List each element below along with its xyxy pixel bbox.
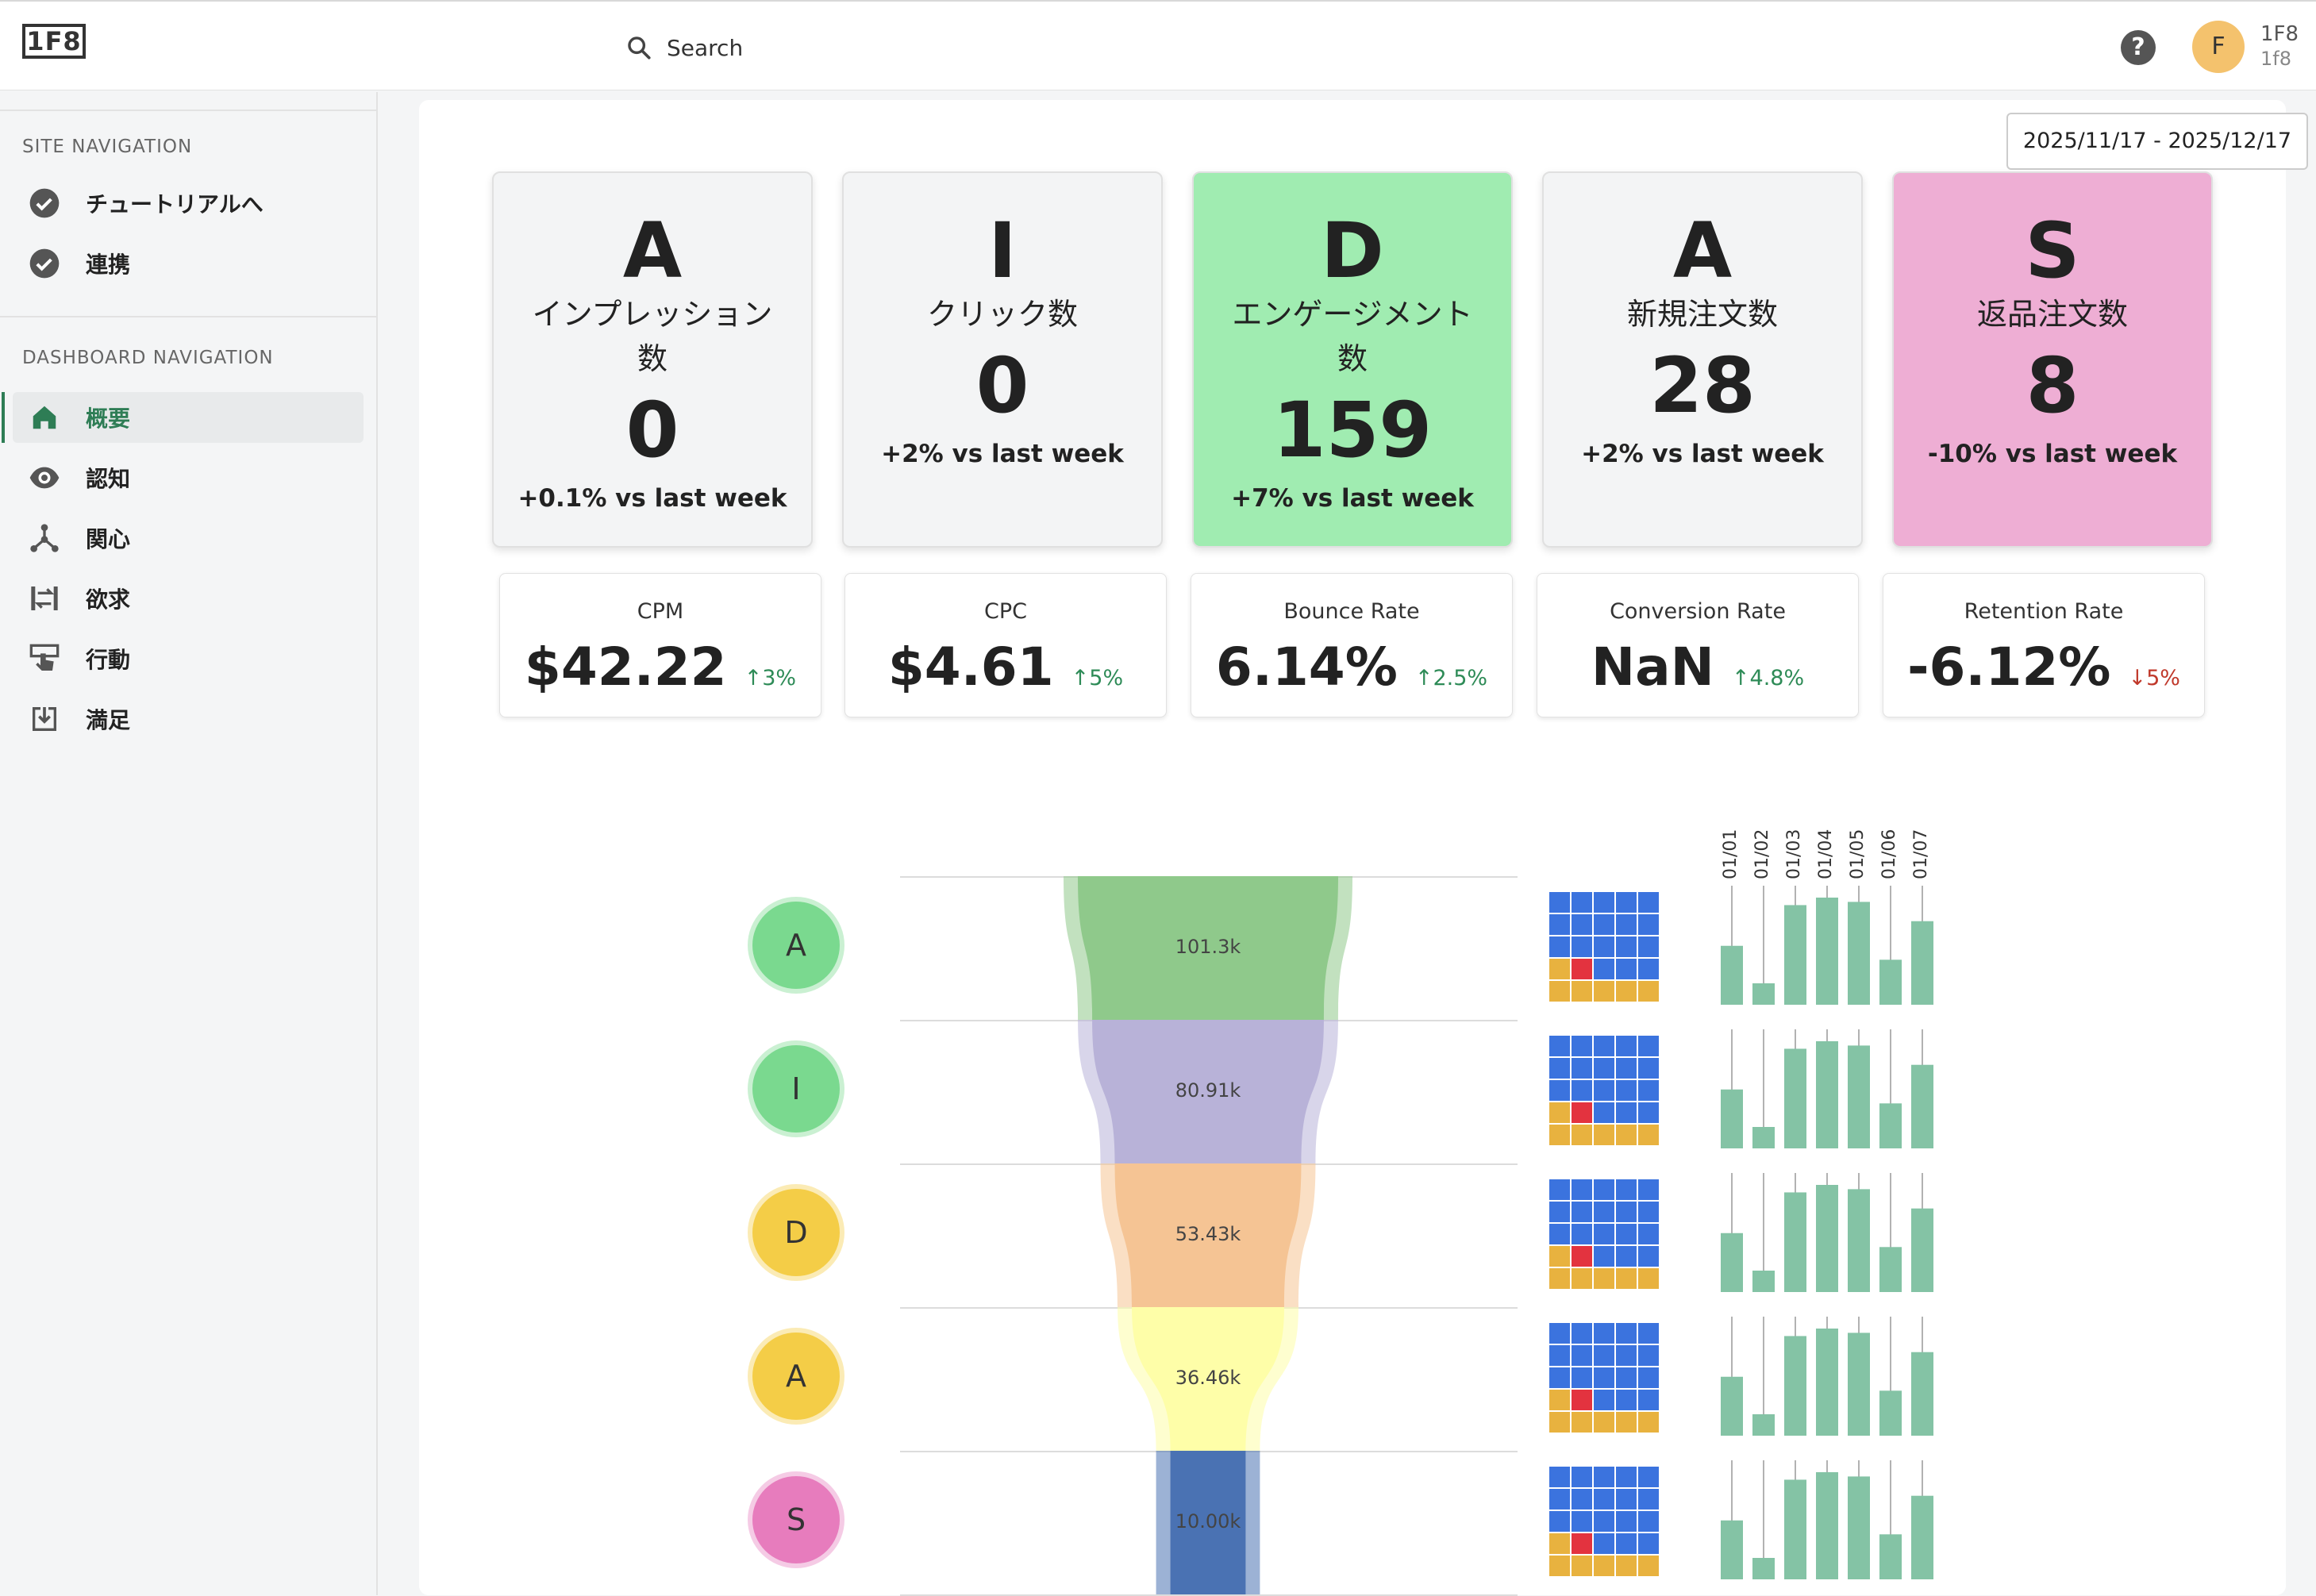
user-name: 1F8 [2260, 22, 2299, 46]
metric-value: $4.61 [887, 636, 1054, 698]
score-value: 159 [1272, 386, 1433, 475]
metric-label: Conversion Rate [1610, 599, 1786, 624]
sidebar-item-interest[interactable]: 関心 [13, 513, 364, 563]
score-value: 0 [625, 386, 679, 475]
app-logo[interactable]: 1F8 [22, 24, 86, 59]
sidebar-item-label: チュートリアルへ [86, 191, 264, 217]
sidebar-item-desire[interactable]: 欲求 [13, 573, 364, 624]
search-bar[interactable]: Search [625, 30, 743, 65]
sidebar-item-label: 連携 [86, 252, 131, 278]
metric-label: CPM [637, 599, 684, 624]
home-icon [29, 402, 60, 433]
metric-change: ↑5% [1071, 666, 1124, 690]
metric-value: NaN [1591, 636, 1714, 698]
metric-value: $42.22 [524, 636, 727, 698]
metric-card-cpc: CPC $4.61 ↑5% [844, 573, 1167, 717]
sidebar-item-integration[interactable]: 連携 [13, 238, 364, 289]
dashboard-navigation-heading: DASHBOARD NAVIGATION [22, 348, 274, 368]
metric-label: Bounce Rate [1283, 599, 1420, 624]
score-value: 8 [2026, 341, 2079, 430]
metric-card-cpm: CPM $42.22 ↑3% [499, 573, 821, 717]
sidebar-item-label: 行動 [86, 647, 131, 673]
metric-change: ↑2.5% [1414, 666, 1488, 690]
top-header: 1F8 Search ? F 1F8 1f8 [0, 0, 2316, 90]
hub-icon [29, 522, 60, 554]
score-label: エンゲージメント数 [1232, 297, 1473, 376]
sidebar-item-action[interactable]: 行動 [13, 633, 364, 684]
score-value: 28 [1649, 341, 1756, 430]
download-box-icon [29, 703, 60, 735]
avatar[interactable]: F [2192, 21, 2245, 73]
sidebar-item-label: 満足 [86, 707, 131, 733]
metric-card-bounce-rate: Bounce Rate 6.14% ↑2.5% [1191, 573, 1513, 717]
check-circle-icon [29, 187, 60, 219]
score-grade: D [1321, 206, 1384, 295]
swap-icon [29, 583, 60, 614]
sidebar-item-label: 欲求 [86, 586, 131, 613]
score-label: 新規注文数 [1626, 297, 1778, 332]
score-card-desire[interactable]: D エンゲージメント数 159 +7% vs last week [1192, 171, 1513, 548]
sidebar-item-satisfaction[interactable]: 満足 [13, 694, 364, 744]
search-label: Search [667, 34, 744, 61]
score-grade: I [988, 206, 1017, 295]
metric-value: 6.14% [1215, 636, 1398, 698]
score-card-awareness[interactable]: A インプレッション数 0 +0.1% vs last week [492, 171, 813, 548]
metric-change: ↑3% [744, 666, 797, 690]
sidebar: SITE NAVIGATION チュートリアルへ 連携 DASHBOARD NA… [0, 92, 378, 1595]
metric-label: Retention Rate [1964, 599, 2124, 624]
date-range-picker[interactable]: 2025/11/17 - 2025/12/17 [2006, 113, 2308, 170]
sidebar-item-overview[interactable]: 概要 [2, 392, 364, 443]
metric-change: ↓5% [2128, 666, 2180, 690]
sidebar-divider [0, 110, 376, 111]
metric-value: -6.12% [1907, 636, 2111, 698]
score-label: 返品注文数 [1976, 297, 2128, 332]
score-card-satisfaction[interactable]: S 返品注文数 8 -10% vs last week [1892, 171, 2213, 548]
metric-card-retention-rate: Retention Rate -6.12% ↓5% [1883, 573, 2205, 717]
sidebar-item-awareness[interactable]: 認知 [13, 452, 364, 503]
sidebar-item-label: 認知 [86, 466, 131, 492]
site-navigation-heading: SITE NAVIGATION [22, 137, 193, 157]
metric-label: CPC [984, 599, 1027, 624]
sidebar-item-tutorial[interactable]: チュートリアルへ [13, 178, 364, 229]
score-label: インプレッション数 [532, 297, 773, 376]
touch-icon [29, 643, 60, 675]
score-delta: +7% vs last week [1231, 484, 1474, 513]
help-icon[interactable]: ? [2121, 30, 2156, 65]
score-delta: +2% vs last week [881, 440, 1124, 468]
metric-card-conversion-rate: Conversion Rate NaN ↑4.8% [1537, 573, 1859, 717]
score-delta: +0.1% vs last week [517, 484, 787, 513]
user-subtitle: 1f8 [2260, 48, 2291, 70]
score-card-action[interactable]: A 新規注文数 28 +2% vs last week [1542, 171, 1863, 548]
eye-icon [29, 462, 60, 494]
sidebar-divider [0, 316, 376, 317]
score-value: 0 [975, 341, 1029, 430]
sidebar-item-label: 概要 [86, 406, 131, 432]
search-icon [628, 37, 651, 60]
metric-change: ↑4.8% [1731, 666, 1805, 690]
score-card-interest[interactable]: I クリック数 0 +2% vs last week [842, 171, 1163, 548]
score-grade: A [622, 206, 683, 295]
check-circle-icon [29, 248, 60, 279]
score-delta: +2% vs last week [1581, 440, 1824, 468]
score-grade: A [1672, 206, 1733, 295]
score-label: クリック数 [926, 297, 1078, 332]
score-delta: -10% vs last week [1927, 440, 2178, 468]
sidebar-item-label: 関心 [86, 526, 131, 552]
score-grade: S [2025, 206, 2080, 295]
